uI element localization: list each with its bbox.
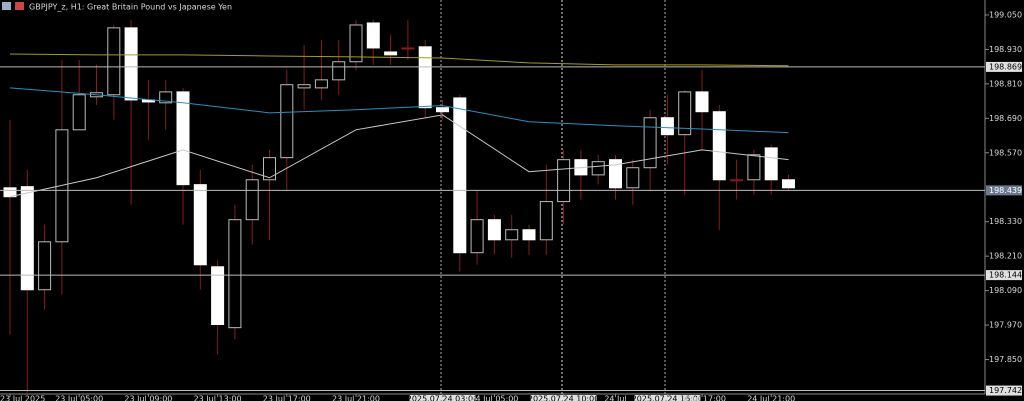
candle-body bbox=[764, 147, 778, 181]
candle-body bbox=[487, 219, 501, 241]
level-label-bg bbox=[986, 185, 1022, 196]
x-tick-label: 23 Jul 05:00 bbox=[55, 395, 103, 401]
candle-body bbox=[730, 179, 744, 182]
moving-average bbox=[9, 114, 789, 198]
candle-body bbox=[176, 91, 190, 186]
candle-body bbox=[263, 157, 276, 181]
candle-body bbox=[782, 179, 795, 189]
x-tick-label: 24 Jul bbox=[604, 395, 626, 401]
level-label-bg bbox=[986, 385, 1022, 396]
candle-body bbox=[678, 91, 692, 136]
candle-body bbox=[436, 107, 449, 113]
x-tick-label: 23 Jul 21:00 bbox=[332, 395, 380, 401]
time-label-bg bbox=[634, 395, 701, 401]
candle-body bbox=[660, 117, 674, 136]
x-tick-label: 24 Jul 17:00 bbox=[678, 395, 726, 401]
x-tick-label: 23 Jul 2025 bbox=[0, 395, 45, 401]
candle-body bbox=[20, 186, 34, 291]
time-label-bg bbox=[530, 395, 597, 401]
level-label: 198.439 bbox=[989, 186, 1022, 195]
y-tick-label: 198.690 bbox=[989, 114, 1022, 123]
candle-body bbox=[159, 91, 173, 104]
x-tick-label: 2025.07.24 16:00 bbox=[632, 395, 703, 401]
time-label-bg bbox=[409, 395, 476, 401]
y-tick-label: 198.810 bbox=[989, 79, 1022, 88]
chart-icon[interactable] bbox=[15, 2, 24, 10]
x-tick-label: 24 Jul 05:00 bbox=[470, 395, 518, 401]
x-tick-label: 2025.07.24 03:00 bbox=[407, 395, 478, 401]
candle-body bbox=[297, 84, 311, 89]
candle-body bbox=[349, 24, 363, 63]
candle-body bbox=[124, 27, 138, 101]
y-tick-label: 197.850 bbox=[989, 355, 1022, 364]
candle-body bbox=[401, 47, 415, 50]
candle-body bbox=[228, 219, 242, 329]
y-tick-label: 198.570 bbox=[989, 148, 1022, 157]
x-tick-label: 23 Jul 09:00 bbox=[124, 395, 172, 401]
candle-body bbox=[626, 167, 640, 189]
y-tick-label: 197.970 bbox=[989, 321, 1022, 330]
candle-body bbox=[107, 27, 121, 96]
candle-body bbox=[314, 79, 328, 89]
x-tick-label: 23 Jul 17:00 bbox=[263, 395, 311, 401]
candle-body bbox=[193, 184, 207, 266]
x-tick-label: 24 Jul 21:00 bbox=[747, 395, 795, 401]
candle-body bbox=[245, 179, 259, 221]
y-tick-label: 198.090 bbox=[989, 286, 1022, 295]
y-tick-label: 198.210 bbox=[989, 252, 1022, 261]
moving-average bbox=[9, 87, 789, 134]
candle-body bbox=[72, 94, 86, 131]
candle-body bbox=[522, 229, 536, 241]
candle-body bbox=[712, 111, 726, 181]
level-label-bg bbox=[986, 270, 1022, 281]
y-tick-label: 199.050 bbox=[989, 10, 1022, 19]
candle-body bbox=[695, 91, 709, 113]
candle-body bbox=[557, 159, 571, 203]
menu-icon[interactable] bbox=[2, 2, 11, 10]
candle-body bbox=[384, 51, 398, 56]
candle-body bbox=[211, 266, 225, 326]
candle-body bbox=[470, 219, 484, 254]
candle-body bbox=[453, 97, 467, 254]
candle-body bbox=[591, 161, 605, 176]
level-label-bg bbox=[986, 61, 1022, 72]
candle-body bbox=[609, 159, 622, 189]
level-label: 198.869 bbox=[989, 62, 1022, 71]
candle-body bbox=[505, 229, 519, 241]
candle-body bbox=[747, 154, 761, 181]
y-tick-label: 198.930 bbox=[989, 45, 1022, 54]
candle-body bbox=[539, 201, 553, 241]
candle-body bbox=[643, 117, 657, 169]
chart-title: GBPJPY_z, H1: Great Britain Pound vs Jap… bbox=[29, 3, 232, 12]
candle-body bbox=[332, 61, 346, 81]
candle-body bbox=[418, 46, 432, 109]
level-label: 198.144 bbox=[989, 271, 1022, 280]
candle-body bbox=[366, 22, 380, 49]
moving-average bbox=[9, 53, 789, 67]
candle-body bbox=[280, 84, 294, 159]
x-tick-label: 2025.07.24 10:00 bbox=[528, 395, 599, 401]
candle-body bbox=[38, 241, 52, 291]
level-label: 197.742 bbox=[989, 386, 1022, 395]
x-tick-label: 23 Jul 13:00 bbox=[194, 395, 242, 401]
y-tick-label: 198.330 bbox=[989, 217, 1022, 226]
